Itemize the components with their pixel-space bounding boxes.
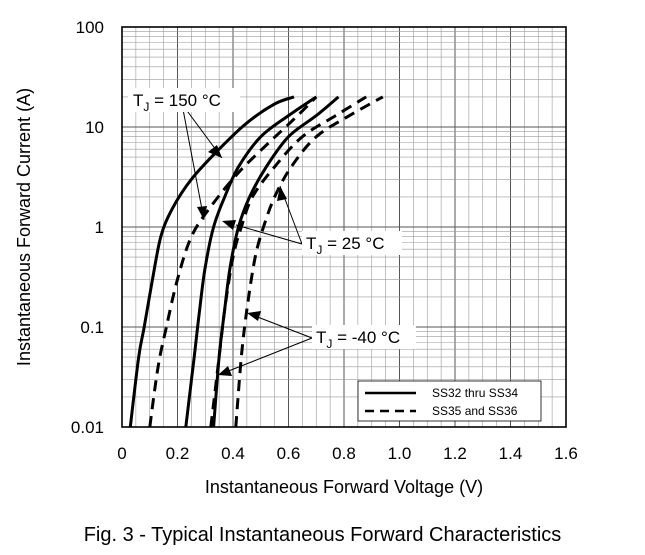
x-tick-label: 0.6: [277, 444, 301, 463]
plot-frame: [121, 26, 567, 428]
legend-dashed-label: SS35 and SS36: [432, 404, 518, 418]
svg-text:TJ = 25 °C: TJ = 25 °C: [306, 234, 384, 257]
x-tick-label: 1.6: [554, 444, 578, 463]
legend-box: [357, 380, 542, 422]
leader-25-a: [235, 224, 303, 245]
x-tick-labels: 0 0.2 0.4 0.6 0.8 1.0 1.2 1.4 1.6: [117, 444, 578, 463]
curve-solid-4: [212, 95, 340, 428]
legend-solid-label: SS32 thru SS34: [432, 386, 518, 400]
arrowhead-m40-a: [218, 366, 232, 376]
arrowhead-m40-b: [247, 311, 261, 321]
annotation-150: TJ = 150 °C: [128, 88, 240, 114]
legend: SS32 thru SS34 SS35 and SS36: [357, 380, 542, 422]
y-tick-label: 1: [95, 218, 104, 237]
svg-text:TJ = 150 °C: TJ = 150 °C: [133, 91, 221, 114]
annotation-leaders: [181, 103, 313, 373]
svg-text:TJ = -40 °C: TJ = -40 °C: [316, 328, 400, 351]
leader-150-b: [181, 103, 205, 221]
annotation-m40-sub: J: [326, 337, 332, 351]
y-tick-labels: 0.01 0.1 1 10 100: [71, 18, 104, 437]
annotation-arrowheads: [197, 145, 287, 376]
leader-m40-a: [225, 337, 313, 373]
annotation-m40-value: = -40 °C: [332, 328, 400, 347]
annotation-150-value: = 150 °C: [149, 91, 221, 110]
curve-dashed-5: [234, 95, 384, 428]
y-tick-label: 100: [76, 18, 104, 37]
annotation-150-sub: J: [143, 100, 149, 114]
x-tick-label: 0.4: [221, 444, 245, 463]
arrowhead-150-b: [197, 206, 207, 220]
figure-caption: Fig. 3 - Typical Instantaneous Forward C…: [83, 524, 562, 546]
arrowhead-25-a: [222, 220, 236, 230]
grid: [122, 27, 566, 427]
arrowhead-150-a: [208, 145, 222, 158]
annotation-m40: TJ = -40 °C: [312, 325, 416, 351]
x-tick-label: 0.8: [332, 444, 356, 463]
x-tick-label: 1.2: [443, 444, 467, 463]
leader-m40-b: [254, 315, 313, 339]
forward-characteristics-chart: 0 0.2 0.4 0.6 0.8 1.0 1.2 1.4 1.6 0.010.1110100 …: [14, 18, 578, 497]
curve-dashed-1: [148, 95, 318, 428]
annotation-150-t: T: [133, 91, 143, 110]
arrowhead-25-b: [277, 186, 287, 201]
x-tick-label: 1.0: [388, 444, 412, 463]
x-tick-label: 0: [117, 444, 126, 463]
annotation-25: TJ = 25 °C: [302, 231, 402, 257]
curve-solid-0: [128, 95, 295, 428]
y-tick-label: 0.01: [71, 418, 104, 437]
y-axis-label: Instantaneous Forward Current (A): [14, 88, 34, 366]
y-tick-label: 0.1: [80, 318, 104, 337]
x-axis-label: Instantaneous Forward Voltage (V): [205, 477, 483, 497]
curve-solid-2: [184, 95, 318, 428]
annotation-m40-t: T: [316, 328, 326, 347]
annotation-25-sub: J: [316, 243, 322, 257]
y-tick-label: 10: [85, 118, 104, 137]
x-tick-label: 0.2: [166, 444, 190, 463]
x-tick-label: 1.4: [499, 444, 523, 463]
annotation-25-t: T: [306, 234, 316, 253]
annotation-25-value: = 25 °C: [322, 234, 384, 253]
curves: [128, 95, 384, 428]
